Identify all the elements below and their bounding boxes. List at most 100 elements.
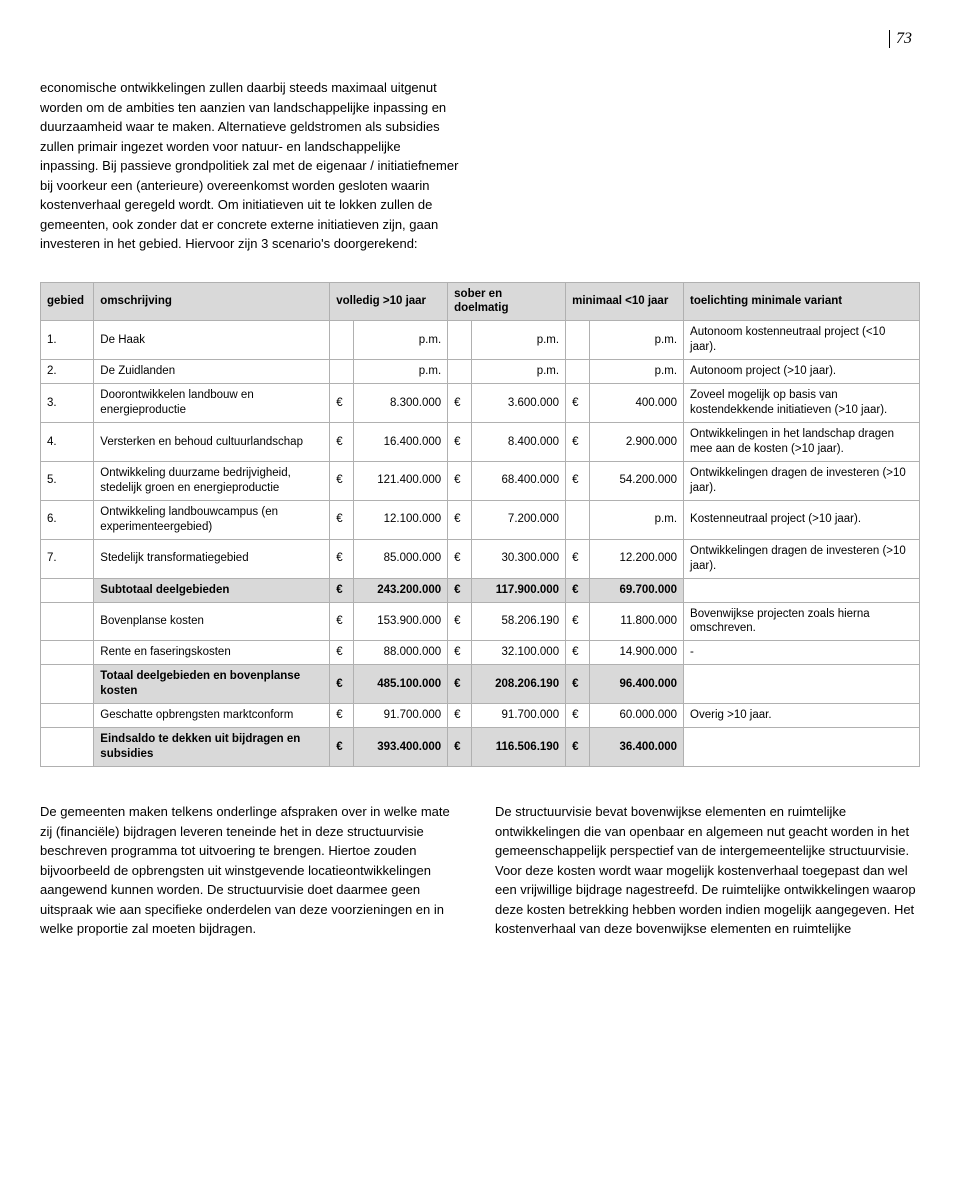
cell-currency: € bbox=[448, 665, 472, 704]
cell-toelichting: Bovenwijkse projecten zoals hierna omsch… bbox=[684, 602, 920, 641]
cell-toelichting: Overig >10 jaar. bbox=[684, 704, 920, 728]
cell-value: 117.900.000 bbox=[471, 578, 565, 602]
page-number: 73 bbox=[889, 30, 920, 48]
table-row: 4.Versterken en behoud cultuurlandschap€… bbox=[41, 423, 920, 462]
table-row: 5.Ontwikkeling duurzame bedrijvigheid, s… bbox=[41, 461, 920, 500]
cell-value: 88.000.000 bbox=[353, 641, 447, 665]
cell-omschrijving: De Haak bbox=[94, 321, 330, 360]
cell-currency: € bbox=[566, 602, 590, 641]
cell-gebied: 1. bbox=[41, 321, 94, 360]
cell-omschrijving: Eindsaldo te dekken uit bijdragen en sub… bbox=[94, 728, 330, 767]
cell-gebied: 3. bbox=[41, 384, 94, 423]
cell-currency: € bbox=[448, 384, 472, 423]
table-row: Geschatte opbrengsten marktconform €91.70… bbox=[41, 704, 920, 728]
cell-currency: € bbox=[566, 578, 590, 602]
cell-currency: € bbox=[330, 423, 354, 462]
th-toelichting: toelichting minimale variant bbox=[684, 282, 920, 321]
cell-value: 16.400.000 bbox=[353, 423, 447, 462]
bottom-left-paragraph: De gemeenten maken telkens onderlinge af… bbox=[40, 802, 465, 939]
cell-currency: € bbox=[330, 578, 354, 602]
cell-gebied: 2. bbox=[41, 360, 94, 384]
cell-omschrijving: Rente en faseringskosten bbox=[94, 641, 330, 665]
cell-gebied bbox=[41, 578, 94, 602]
cell-value: 2.900.000 bbox=[589, 423, 683, 462]
cell-currency: € bbox=[330, 384, 354, 423]
cell-currency: € bbox=[330, 461, 354, 500]
cell-currency: € bbox=[448, 500, 472, 539]
cell-value: 36.400.000 bbox=[589, 728, 683, 767]
cell-value: 11.800.000 bbox=[589, 602, 683, 641]
cell-toelichting: Autonoom kostenneutraal project (<10 jaa… bbox=[684, 321, 920, 360]
th-minimaal: minimaal <10 jaar bbox=[566, 282, 684, 321]
th-omschrijving: omschrijving bbox=[94, 282, 330, 321]
cell-gebied bbox=[41, 728, 94, 767]
cell-omschrijving: Ontwikkeling landbouwcampus (en experime… bbox=[94, 500, 330, 539]
cell-gebied bbox=[41, 665, 94, 704]
th-gebied: gebied bbox=[41, 282, 94, 321]
table-row: 3.Doorontwikkelen landbouw en energiepro… bbox=[41, 384, 920, 423]
cell-value: 85.000.000 bbox=[353, 539, 447, 578]
cell-value: p.m. bbox=[589, 321, 683, 360]
th-sober: sober en doelmatig bbox=[448, 282, 566, 321]
table-row: Rente en faseringskosten€88.000.000€32.1… bbox=[41, 641, 920, 665]
cell-toelichting: Ontwikkelingen dragen de investeren (>10… bbox=[684, 461, 920, 500]
cell-omschrijving: De Zuidlanden bbox=[94, 360, 330, 384]
cell-toelichting bbox=[684, 665, 920, 704]
cell-value: 54.200.000 bbox=[589, 461, 683, 500]
cell-value: 32.100.000 bbox=[471, 641, 565, 665]
cell-currency: € bbox=[448, 704, 472, 728]
table-row: Totaal deelgebieden en bovenplanse koste… bbox=[41, 665, 920, 704]
cell-gebied: 7. bbox=[41, 539, 94, 578]
cell-currency: € bbox=[566, 704, 590, 728]
cell-value: 243.200.000 bbox=[353, 578, 447, 602]
cell-toelichting: Ontwikkelingen in het landschap dragen m… bbox=[684, 423, 920, 462]
cell-omschrijving: Stedelijk transformatiegebied bbox=[94, 539, 330, 578]
cell-toelichting: - bbox=[684, 641, 920, 665]
cell-currency: € bbox=[448, 641, 472, 665]
cell-currency bbox=[448, 360, 472, 384]
table-row: Bovenplanse kosten€153.900.000€58.206.19… bbox=[41, 602, 920, 641]
cell-value: 8.300.000 bbox=[353, 384, 447, 423]
cell-currency: € bbox=[330, 665, 354, 704]
cell-value: 12.200.000 bbox=[589, 539, 683, 578]
cell-currency bbox=[566, 500, 590, 539]
cell-currency: € bbox=[448, 539, 472, 578]
table-row: Subtotaal deelgebieden€243.200.000€117.9… bbox=[41, 578, 920, 602]
cell-currency bbox=[566, 360, 590, 384]
table-row: Eindsaldo te dekken uit bijdragen en sub… bbox=[41, 728, 920, 767]
bottom-columns: De gemeenten maken telkens onderlinge af… bbox=[40, 802, 920, 939]
th-volledig: volledig >10 jaar bbox=[330, 282, 448, 321]
cell-toelichting bbox=[684, 578, 920, 602]
cell-value: 30.300.000 bbox=[471, 539, 565, 578]
cell-value: p.m. bbox=[353, 360, 447, 384]
intro-paragraph: economische ontwikkelingen zullen daarbi… bbox=[40, 78, 462, 254]
cell-value: 91.700.000 bbox=[353, 704, 447, 728]
cell-value: 69.700.000 bbox=[589, 578, 683, 602]
cell-currency: € bbox=[566, 728, 590, 767]
cell-toelichting bbox=[684, 728, 920, 767]
cell-currency bbox=[448, 321, 472, 360]
cell-value: 60.000.000 bbox=[589, 704, 683, 728]
cell-gebied: 5. bbox=[41, 461, 94, 500]
table-row: 2.De Zuidlandenp.m.p.m.p.m.Autonoom proj… bbox=[41, 360, 920, 384]
cell-gebied bbox=[41, 704, 94, 728]
cell-omschrijving: Ontwikkeling duurzame bedrijvigheid, ste… bbox=[94, 461, 330, 500]
cell-omschrijving: Doorontwikkelen landbouw en energieprodu… bbox=[94, 384, 330, 423]
cell-value: p.m. bbox=[471, 321, 565, 360]
cell-currency: € bbox=[448, 602, 472, 641]
cell-omschrijving: Versterken en behoud cultuurlandschap bbox=[94, 423, 330, 462]
cell-gebied bbox=[41, 641, 94, 665]
cell-omschrijving: Bovenplanse kosten bbox=[94, 602, 330, 641]
cell-currency: € bbox=[448, 423, 472, 462]
cell-value: p.m. bbox=[471, 360, 565, 384]
cell-currency: € bbox=[330, 500, 354, 539]
table-row: 6.Ontwikkeling landbouwcampus (en experi… bbox=[41, 500, 920, 539]
cell-value: 91.700.000 bbox=[471, 704, 565, 728]
cell-value: 393.400.000 bbox=[353, 728, 447, 767]
cell-currency: € bbox=[330, 602, 354, 641]
cell-omschrijving: Geschatte opbrengsten marktconform bbox=[94, 704, 330, 728]
cell-value: p.m. bbox=[353, 321, 447, 360]
cell-value: 400.000 bbox=[589, 384, 683, 423]
cell-gebied: 6. bbox=[41, 500, 94, 539]
cell-toelichting: Zoveel mogelijk op basis van kostendekke… bbox=[684, 384, 920, 423]
